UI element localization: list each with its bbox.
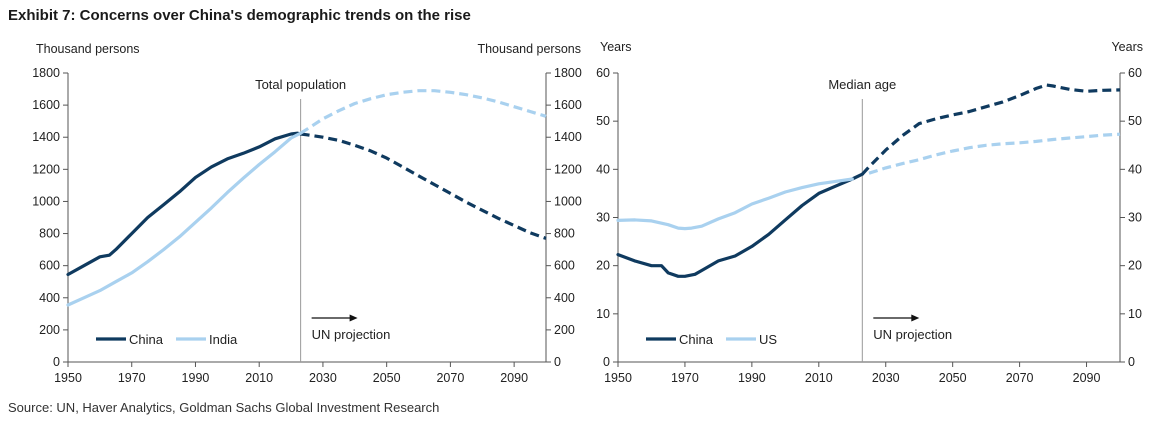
population-projection-arrow-head: [349, 314, 358, 322]
median-age-ytick-label-left: 40: [596, 162, 610, 176]
population-ytick-label-left: 400: [39, 291, 60, 305]
population-series-india-actual: [66, 131, 303, 307]
population-projection-annotation: UN projection: [312, 327, 391, 342]
median-age-ytick-label-left: 0: [603, 355, 610, 369]
population-chart: Thousand persons Thousand persons 0 0 200 200…: [32, 42, 582, 385]
source-note: Source: UN, Haver Analytics, Goldman Sac…: [8, 400, 440, 415]
population-chart-title: Total population: [255, 77, 346, 92]
median-age-xtick-label: 1990: [738, 371, 766, 385]
median-age-ylabel-left: Years: [600, 40, 632, 54]
population-ytick-label-left: 1000: [32, 194, 60, 208]
median-age-series-china-projection: [861, 83, 1121, 176]
median-age-ytick-label-right: 0: [1128, 355, 1135, 369]
median-age-ytick-label-left: 20: [596, 259, 610, 273]
median-age-ytick-label-right: 30: [1128, 211, 1142, 225]
median-age-chart-title: Median age: [828, 77, 896, 92]
population-ytick-label-right: 200: [554, 323, 575, 337]
median-age-xtick-label: 2090: [1073, 371, 1101, 385]
median-age-ytick-label-right: 50: [1128, 114, 1142, 128]
median-age-xtick-label: 2070: [1006, 371, 1034, 385]
median-age-ytick-label-right: 60: [1128, 66, 1142, 80]
population-ytick-label-left: 1800: [32, 66, 60, 80]
population-ytick-label-right: 1200: [554, 162, 582, 176]
median-age-xtick-label: 1950: [604, 371, 632, 385]
population-ytick-label-right: 800: [554, 227, 575, 241]
population-xtick-label: 1990: [182, 371, 210, 385]
median-age-xtick-label: 2050: [939, 371, 967, 385]
median-age-series-us-actual: [616, 177, 854, 231]
median-age-ytick-label-left: 60: [596, 66, 610, 80]
median-age-xtick-label: 1970: [671, 371, 699, 385]
population-ytick-label-right: 400: [554, 291, 575, 305]
population-xtick-label: 1970: [118, 371, 146, 385]
median-age-legend-label-china: China: [679, 332, 714, 347]
population-xtick-label: 2090: [500, 371, 528, 385]
population-xtick-label: 2010: [245, 371, 273, 385]
population-legend-label-india: India: [209, 332, 238, 347]
population-ytick-label-right: 1800: [554, 66, 582, 80]
median-age-ytick-label-left: 10: [596, 307, 610, 321]
median-age-xtick-label: 2030: [872, 371, 900, 385]
median-age-ytick-label-left: 30: [596, 211, 610, 225]
population-ytick-label-left: 800: [39, 227, 60, 241]
population-ytick-label-left: 1400: [32, 130, 60, 144]
median-age-series-china-actual: [616, 172, 864, 278]
median-age-projection-annotation: UN projection: [873, 327, 952, 342]
population-xtick-label: 2070: [436, 371, 464, 385]
population-ytick-label-left: 1600: [32, 98, 60, 112]
population-xtick-label: 2050: [373, 371, 401, 385]
exhibit-title: Exhibit 7: Concerns over China's demogra…: [8, 7, 471, 24]
population-ytick-label-right: 0: [554, 355, 561, 369]
median-age-projection-arrow-head: [911, 314, 920, 322]
median-age-ytick-label-left: 50: [596, 114, 610, 128]
population-xtick-label: 1950: [54, 371, 82, 385]
median-age-xtick-label: 2010: [805, 371, 833, 385]
median-age-ytick-label-right: 20: [1128, 259, 1142, 273]
median-age-ytick-label-right: 40: [1128, 162, 1142, 176]
population-ylabel-left: Thousand persons: [36, 42, 140, 56]
population-series-china-projection: [300, 132, 547, 240]
population-ytick-label-left: 600: [39, 259, 60, 273]
population-ytick-label-right: 600: [554, 259, 575, 273]
population-ytick-label-left: 0: [53, 355, 60, 369]
population-ytick-label-left: 1200: [32, 162, 60, 176]
population-legend-label-china: China: [129, 332, 164, 347]
median-age-series-us-projection: [868, 132, 1121, 175]
median-age-ytick-label-right: 10: [1128, 307, 1142, 321]
population-ylabel-right: Thousand persons: [477, 42, 581, 56]
population-ytick-label-right: 1400: [554, 130, 582, 144]
population-ytick-label-left: 200: [39, 323, 60, 337]
population-xtick-label: 2030: [309, 371, 337, 385]
median-age-legend-label-us: US: [759, 332, 777, 347]
population-ytick-label-right: 1600: [554, 98, 582, 112]
population-ytick-label-right: 1000: [554, 194, 582, 208]
population-series-china-actual: [66, 131, 303, 277]
median-age-ylabel-right: Years: [1111, 40, 1143, 54]
population-series-india-projection: [299, 89, 547, 135]
